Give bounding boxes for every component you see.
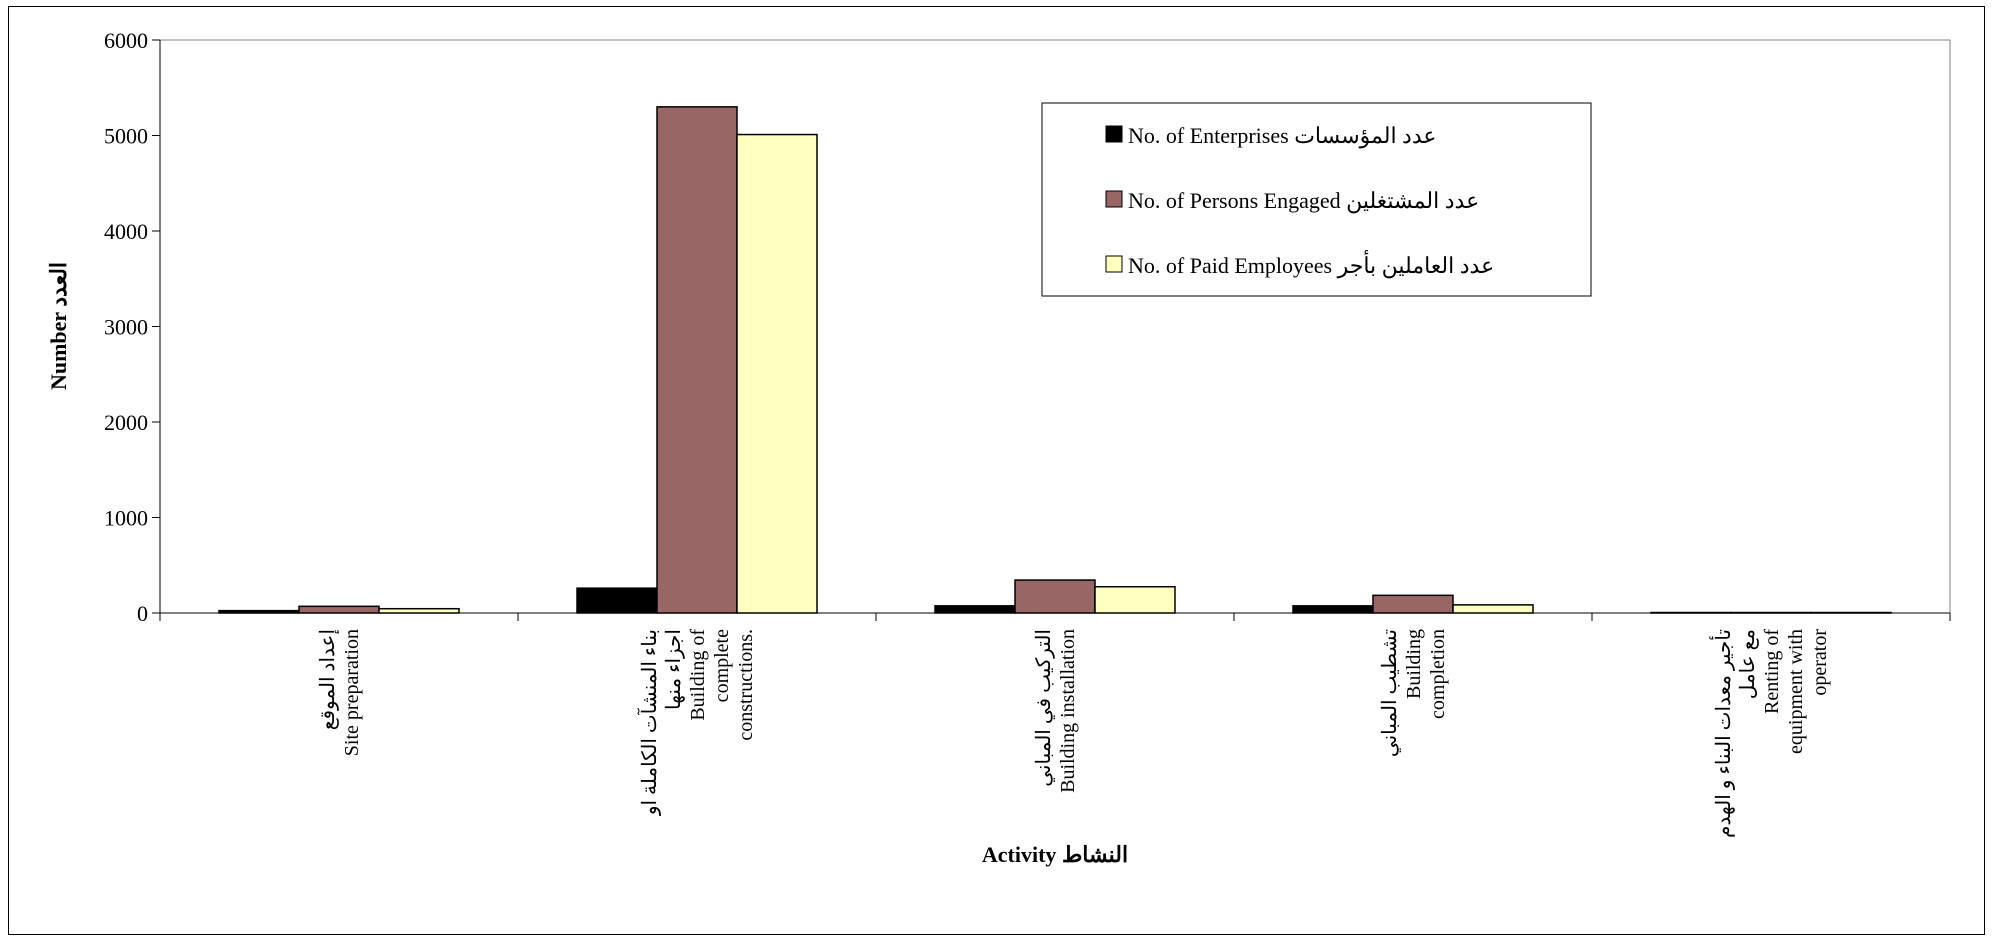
bar [1650,611,1732,614]
bar [1730,611,1812,614]
bar [1292,605,1374,614]
legend-label-enterprises: No. of Enterprises عدد المؤسسات [1128,123,1437,149]
category-label: التركيب في المباني [1033,629,1055,787]
y-tick-label: 4000 [104,219,148,244]
bar [218,609,300,614]
y-tick-label: 3000 [104,315,148,340]
category-label: operator [1809,629,1831,696]
x-axis-title: Activity النشاط [982,842,1128,867]
bar [736,133,818,614]
bar [378,607,460,614]
y-axis-title: Number العدد [46,262,71,390]
bar [1094,585,1176,614]
legend-swatch-enterprises [1105,125,1123,143]
category-labels: إعداد الموقع Site preparation بناء المنشآت… [317,629,1831,838]
category-label: مع عامل [1737,629,1759,699]
category-label: اجزاء منها [663,629,685,710]
y-tick-label: 2000 [104,410,148,435]
bar [298,605,380,614]
category-label: تأجير معدات البناء و الهدم [1709,629,1735,838]
category-label: إعداد الموقع [317,629,340,730]
legend-swatch-persons-engaged [1105,190,1123,208]
legend-swatch-paid-employees [1105,255,1123,273]
bar [1372,594,1454,614]
category-label: Building [1403,629,1425,699]
category-label: Site preparation [341,629,363,756]
legend-label-persons-engaged: No. of Persons Engaged عدد المشتغلين [1128,188,1479,214]
legend-box [1041,102,1592,297]
x-axis [159,612,1951,621]
category-label: equipment with [1785,629,1807,754]
category-label: constructions. [735,629,757,741]
bars [218,106,1892,614]
bar [934,605,1016,614]
y-axis: 0 1000 2000 3000 4000 5000 6000 [104,28,161,626]
bar [1452,604,1534,614]
category-label: complete [711,629,733,702]
category-label: بناء المنشآت الكاملة او [637,629,661,816]
category-label: completion [1427,629,1449,719]
bar [1014,579,1096,614]
y-tick-label: 5000 [104,124,148,149]
category-label: Building of [687,629,709,721]
bar [1810,611,1892,614]
category-label: تشطيب المباني [1379,629,1401,757]
bar [576,587,658,614]
category-label: Renting of [1761,629,1783,714]
y-tick-label: 6000 [104,28,148,53]
y-tick-label: 1000 [104,506,148,531]
y-tick-label: 0 [137,601,148,626]
bar [656,106,738,614]
legend: No. of Enterprises عدد المؤسسات No. of P… [1041,102,1592,297]
category-label: Building installation [1057,629,1079,793]
legend-label-paid-employees: No. of Paid Employees عدد العاملين بأجر [1128,249,1494,279]
